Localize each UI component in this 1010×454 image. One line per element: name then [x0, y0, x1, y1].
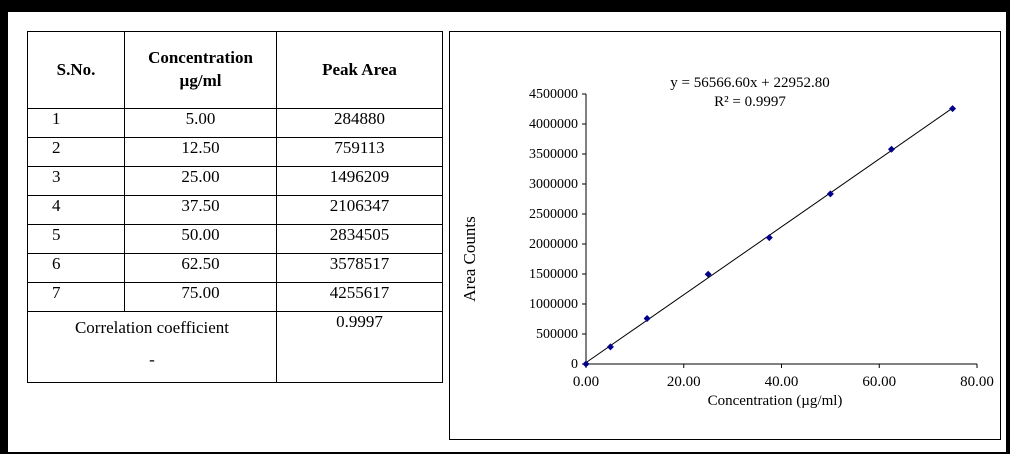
cell-sno: 3: [27, 166, 125, 196]
cell-peak-area: 4255617: [276, 282, 443, 312]
x-tick-label: 80.00: [960, 374, 994, 390]
cell-concentration: 12.50: [124, 137, 277, 167]
data-point: [765, 234, 773, 242]
cell-sno: 1: [27, 108, 125, 138]
x-ticks: 0.00 20.00 40.00 60.00 80.00: [573, 364, 994, 390]
y-axis-label: Area Counts: [460, 216, 479, 301]
x-tick-label: 20.00: [667, 374, 701, 390]
calibration-chart-container: 0 500000 1000000 1500000 2000000 2500000 30000…: [449, 31, 1001, 440]
cell-concentration: 25.00: [124, 166, 277, 196]
data-point: [582, 360, 590, 368]
y-tick-label: 4500000: [529, 87, 578, 102]
cell-concentration: 5.00: [124, 108, 277, 138]
x-axis-label: Concentration (µg/ml): [708, 393, 843, 409]
cell-peak-area: 759113: [276, 137, 443, 167]
cell-peak-area: 284880: [276, 108, 443, 138]
y-tick-label: 2000000: [529, 237, 578, 252]
cell-concentration: 62.50: [124, 253, 277, 283]
cell-peak-area: 3578517: [276, 253, 443, 283]
calibration-table: S.No. Concentration µg/ml Peak Area 1 5.…: [27, 31, 443, 383]
cell-concentration: 37.50: [124, 195, 277, 225]
y-tick-label: 500000: [536, 327, 578, 342]
correlation-value: 0.9997: [276, 311, 443, 383]
y-tick-label: 1500000: [529, 267, 578, 282]
cell-sno: 7: [27, 282, 125, 312]
correlation-label: Correlation coefficient: [74, 318, 230, 337]
figure-frame: S.No. Concentration µg/ml Peak Area 1 5.…: [8, 12, 1006, 452]
table-row: 6 62.50 3578517: [27, 253, 443, 283]
y-ticks: 0 500000 1000000 1500000 2000000 2500000 30000…: [529, 87, 586, 372]
y-tick-label: 3500000: [529, 147, 578, 162]
cell-sno: 2: [27, 137, 125, 167]
table-row: 3 25.00 1496209: [27, 166, 443, 196]
data-point: [949, 105, 957, 113]
r-squared-label: R² = 0.9997: [714, 94, 786, 110]
data-point: [704, 270, 712, 278]
correlation-label-cell: Correlation coefficient -: [27, 311, 277, 383]
correlation-row: Correlation coefficient - 0.9997: [27, 311, 443, 383]
data-point: [606, 343, 614, 351]
cell-concentration: 75.00: [124, 282, 277, 312]
data-points: [582, 105, 957, 368]
y-tick-label: 0: [571, 357, 578, 372]
cell-peak-area: 2834505: [276, 224, 443, 254]
cell-peak-area: 1496209: [276, 166, 443, 196]
cell-peak-area: 2106347: [276, 195, 443, 225]
trendline-equation: y = 56566.60x + 22952.80: [670, 75, 829, 91]
cell-sno: 4: [27, 195, 125, 225]
table-row: 7 75.00 4255617: [27, 282, 443, 312]
header-peak-area: Peak Area: [276, 31, 443, 109]
header-concentration-line1: Concentration: [148, 48, 253, 68]
y-tick-label: 1000000: [529, 297, 578, 312]
table-row: 5 50.00 2834505: [27, 224, 443, 254]
x-tick-label: 60.00: [862, 374, 896, 390]
cell-concentration: 50.00: [124, 224, 277, 254]
table-row: 1 5.00 284880: [27, 108, 443, 138]
header-concentration: Concentration µg/ml: [124, 31, 277, 109]
table-row: 4 37.50 2106347: [27, 195, 443, 225]
cell-sno: 5: [27, 224, 125, 254]
y-tick-label: 2500000: [529, 207, 578, 222]
table-header-row: S.No. Concentration µg/ml Peak Area: [27, 31, 443, 109]
x-tick-label: 40.00: [765, 374, 799, 390]
cell-sno: 6: [27, 253, 125, 283]
calibration-chart: 0 500000 1000000 1500000 2000000 2500000 30000…: [460, 75, 994, 409]
correlation-dash: -: [149, 350, 155, 370]
data-point: [643, 314, 651, 322]
header-sno: S.No.: [27, 31, 125, 109]
y-tick-label: 4000000: [529, 117, 578, 132]
header-concentration-unit: µg/ml: [179, 71, 222, 90]
y-tick-label: 3000000: [529, 177, 578, 192]
data-point: [826, 190, 834, 198]
x-tick-label: 0.00: [573, 374, 599, 390]
table-row: 2 12.50 759113: [27, 137, 443, 167]
data-point: [887, 145, 895, 153]
chart-axes: [585, 94, 977, 365]
calibration-table-container: S.No. Concentration µg/ml Peak Area 1 5.…: [27, 31, 443, 440]
